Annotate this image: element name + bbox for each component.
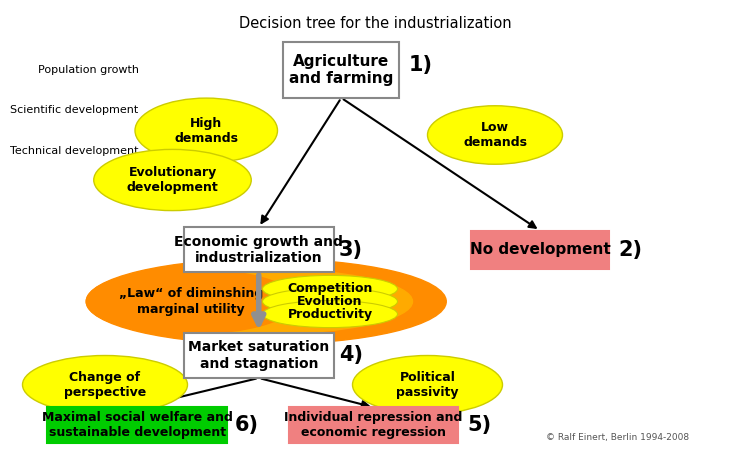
Text: Economic growth and
industrialization: Economic growth and industrialization [174, 234, 344, 265]
Text: 2): 2) [618, 240, 642, 260]
Text: Technical development: Technical development [10, 146, 139, 156]
FancyBboxPatch shape [184, 333, 334, 378]
Ellipse shape [86, 259, 446, 344]
Text: Political
passivity: Political passivity [396, 371, 459, 399]
Ellipse shape [262, 275, 398, 302]
Text: Evolutionary
development: Evolutionary development [127, 166, 218, 194]
Ellipse shape [120, 269, 412, 334]
Ellipse shape [427, 106, 562, 164]
Ellipse shape [262, 301, 398, 328]
FancyBboxPatch shape [47, 407, 227, 443]
Text: © Ralf Einert, Berlin 1994-2008: © Ralf Einert, Berlin 1994-2008 [546, 433, 689, 442]
Text: No development: No development [470, 242, 610, 257]
Text: Population growth: Population growth [38, 65, 139, 75]
Text: Change of
perspective: Change of perspective [64, 371, 146, 399]
FancyBboxPatch shape [184, 227, 334, 272]
FancyBboxPatch shape [290, 407, 458, 443]
Text: Decision tree for the industrialization: Decision tree for the industrialization [238, 16, 512, 31]
Text: „Law“ of diminshing
marginal utility: „Law“ of diminshing marginal utility [119, 288, 263, 315]
Text: Competition: Competition [287, 283, 373, 295]
Ellipse shape [22, 356, 188, 414]
Text: Market saturation
and stagnation: Market saturation and stagnation [188, 340, 329, 371]
FancyBboxPatch shape [471, 230, 609, 269]
Text: Evolution: Evolution [297, 295, 363, 308]
Text: Maximal social welfare and
sustainable development: Maximal social welfare and sustainable d… [42, 411, 232, 439]
Text: Productivity: Productivity [287, 308, 373, 320]
Text: Individual repression and
economic regression: Individual repression and economic regre… [284, 411, 463, 439]
Ellipse shape [94, 149, 251, 211]
Ellipse shape [135, 98, 278, 163]
Text: 5): 5) [467, 415, 491, 435]
Text: 1): 1) [409, 55, 433, 75]
FancyBboxPatch shape [284, 42, 399, 98]
Text: Low
demands: Low demands [463, 121, 527, 149]
Text: High
demands: High demands [174, 117, 238, 144]
Ellipse shape [352, 356, 503, 414]
Text: 3): 3) [339, 240, 363, 260]
Ellipse shape [262, 288, 398, 315]
Ellipse shape [86, 269, 296, 334]
Text: 4): 4) [339, 346, 363, 365]
Text: Agriculture
and farming: Agriculture and farming [289, 54, 394, 86]
Text: 6): 6) [235, 415, 259, 435]
Text: Scientific development: Scientific development [10, 105, 139, 115]
